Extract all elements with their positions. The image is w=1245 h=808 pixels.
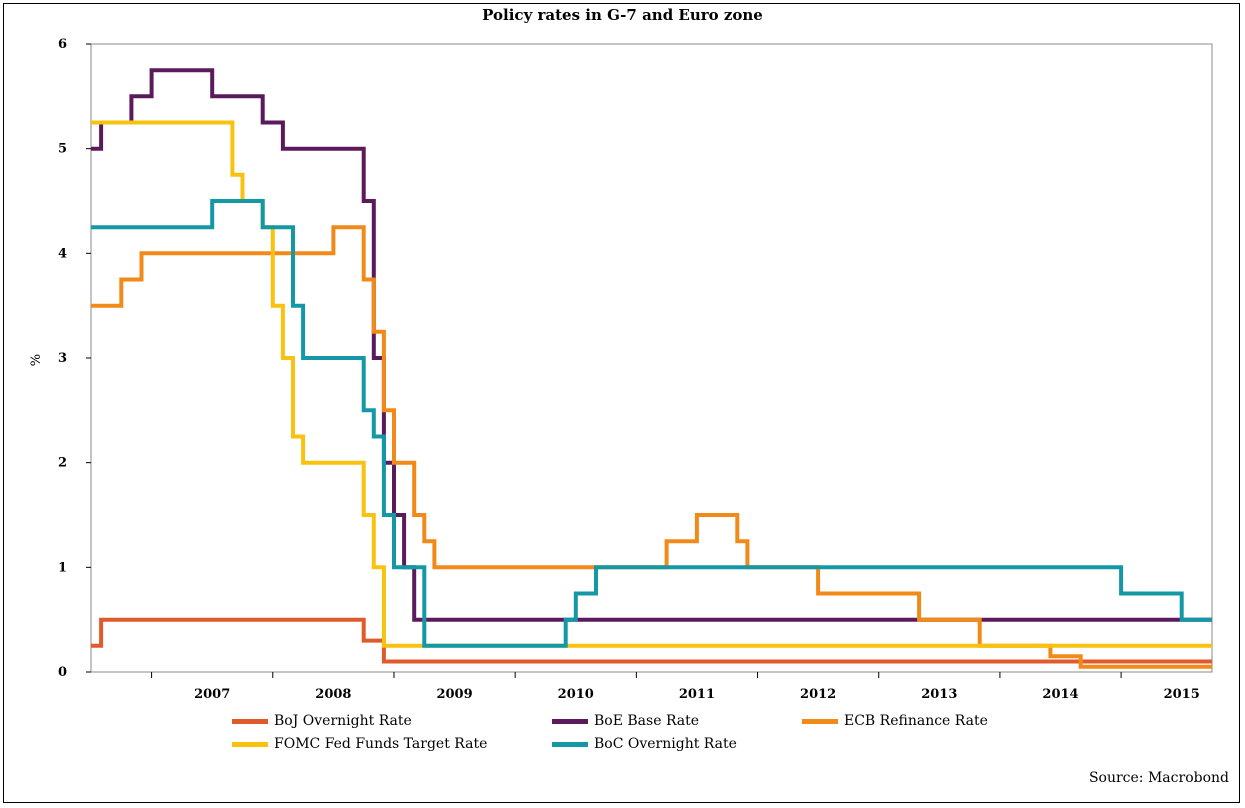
- plot-area: [90, 43, 1213, 673]
- legend: BoJ Overnight Rate BoE Base Rate ECB Refin…: [232, 713, 1092, 763]
- y-tick-label: 5: [58, 142, 67, 157]
- chart-frame: [3, 3, 1240, 803]
- legend-swatch: [552, 718, 588, 724]
- series-line-1: [91, 68, 1212, 622]
- series-line-0: [91, 617, 1212, 664]
- legend-label: BoE Base Rate: [594, 713, 700, 729]
- x-tick-label: 2014: [1042, 687, 1078, 702]
- legend-label: FOMC Fed Funds Target Rate: [274, 736, 488, 752]
- x-tick-label: 2013: [921, 687, 957, 702]
- legend-item: BoJ Overnight Rate: [232, 713, 412, 729]
- y-tick-label: 1: [58, 560, 67, 575]
- x-tick-label: 2012: [800, 687, 836, 702]
- legend-label: BoJ Overnight Rate: [274, 713, 412, 729]
- y-tick-label: 2: [58, 456, 67, 471]
- x-tick-label: 2007: [194, 687, 230, 702]
- x-tick-label: 2011: [679, 687, 715, 702]
- series-line-4: [91, 199, 1212, 648]
- x-tick-label: 2015: [1164, 687, 1200, 702]
- legend-label: BoC Overnight Rate: [594, 736, 737, 752]
- chart-title: Policy rates in G-7 and Euro zone: [482, 6, 763, 24]
- y-tick-label: 3: [58, 351, 67, 366]
- series-line-2: [91, 225, 1212, 669]
- legend-swatch: [232, 741, 268, 747]
- legend-item: FOMC Fed Funds Target Rate: [232, 736, 487, 752]
- y-tick-label: 0: [58, 665, 67, 680]
- legend-label: ECB Refinance Rate: [844, 713, 988, 729]
- legend-item: ECB Refinance Rate: [802, 713, 988, 729]
- y-axis-label: %: [29, 354, 44, 366]
- legend-item: BoC Overnight Rate: [552, 736, 737, 752]
- x-tick-label: 2008: [315, 687, 351, 702]
- source-note: Source: Macrobond: [1088, 770, 1229, 786]
- x-tick-label: 2010: [558, 687, 594, 702]
- legend-swatch: [552, 741, 588, 747]
- legend-swatch: [232, 718, 268, 724]
- series-line-3: [91, 120, 1212, 648]
- y-tick-label: 4: [58, 246, 67, 261]
- y-tick-label: 6: [58, 37, 67, 52]
- legend-item: BoE Base Rate: [552, 713, 699, 729]
- legend-swatch: [802, 718, 838, 724]
- x-tick-label: 2009: [436, 687, 472, 702]
